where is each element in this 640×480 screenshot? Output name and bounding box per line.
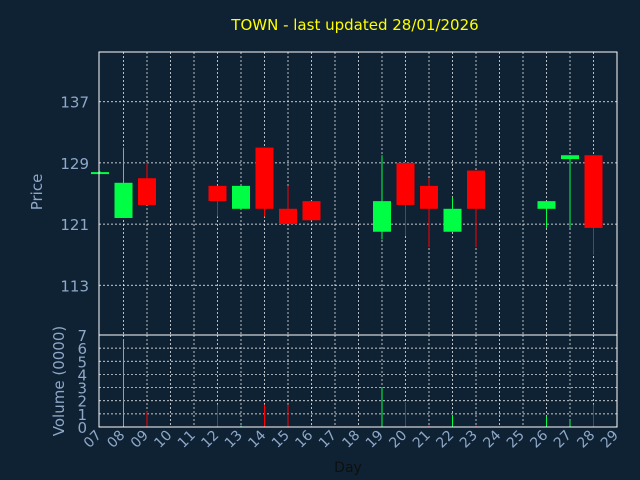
volume-tick-label: 7 <box>77 327 87 345</box>
candle-body-14 <box>255 147 274 209</box>
price-tick-label: 129 <box>60 155 89 173</box>
candles-layer <box>91 147 603 255</box>
candle-body-19 <box>373 201 391 232</box>
volume-tick-label: 5 <box>77 353 87 371</box>
candle-body-12 <box>208 185 227 202</box>
price-axis-label: Price <box>28 174 46 211</box>
candle-body-22 <box>443 208 462 232</box>
volume-axis-label: Volume (0000) <box>50 326 68 436</box>
chart-title: TOWN - last updated 28/01/2026 <box>230 16 478 34</box>
volume-tick-label: 2 <box>77 393 87 411</box>
volume-tick-label: 0 <box>77 419 87 437</box>
candle-body-09 <box>138 178 156 205</box>
candle-body-13 <box>232 185 250 209</box>
day-axis-ticks: 07 08 09 10 11 12 13 14 15 16 17 18 19 20 21 22 23 24 25 26… <box>81 427 622 451</box>
price-tick-label: 121 <box>60 216 89 234</box>
volume-panel-frame <box>98 334 618 428</box>
volume-tick-label: 1 <box>77 406 87 424</box>
volume-bars-layer <box>123 338 594 427</box>
candle-body-15 <box>279 208 297 225</box>
candle-body-20 <box>396 162 415 205</box>
price-axis-ticks: 137 129 121 113 <box>60 94 89 296</box>
candle-body-23 <box>467 170 485 209</box>
candle-body-27 <box>561 155 579 160</box>
volume-tick-label: 4 <box>77 366 87 384</box>
candle-body-08 <box>114 182 133 218</box>
volume-tick-label: 3 <box>77 380 87 398</box>
volume-tick-label: 6 <box>77 340 87 358</box>
candle-body-21 <box>420 185 438 209</box>
candle-body-07 <box>91 172 109 175</box>
day-axis-label: Day <box>334 460 362 476</box>
price-tick-label: 113 <box>60 277 89 295</box>
candle-body-28 <box>584 155 603 228</box>
candle-body-16 <box>302 201 321 221</box>
candle-body-26 <box>537 201 556 209</box>
price-tick-label: 137 <box>60 94 89 112</box>
